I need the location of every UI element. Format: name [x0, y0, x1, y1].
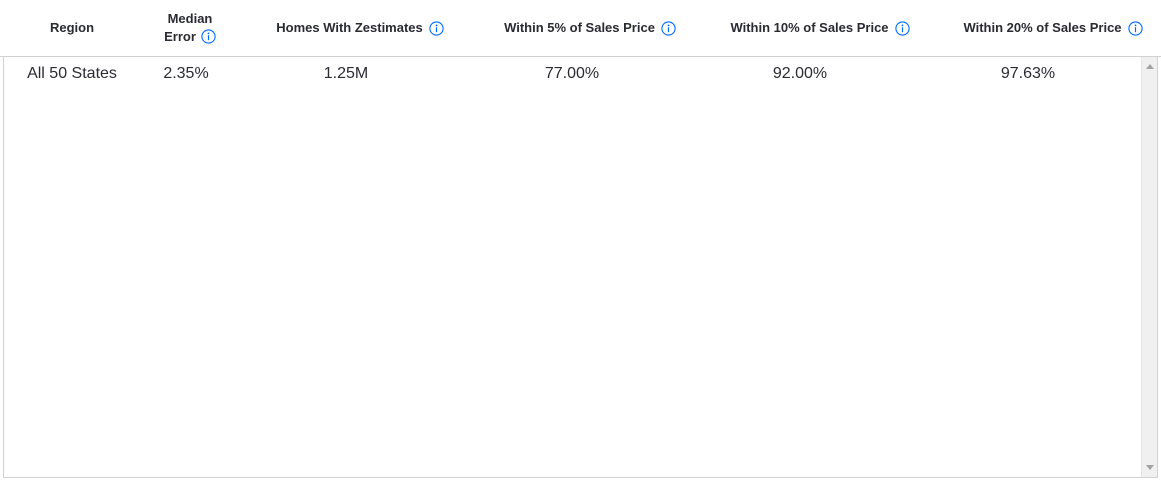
triangle-up-icon[interactable]: [1146, 64, 1154, 69]
info-icon[interactable]: [1127, 20, 1143, 36]
column-header-region: Region: [22, 0, 122, 56]
column-header-label: Homes With Zestimates: [276, 20, 423, 35]
table-header: Region Median Error Homes With Zestimate…: [0, 0, 1161, 57]
cell-median-error: 2.35%: [163, 65, 209, 82]
column-header-label: Within 20% of Sales Price: [963, 20, 1122, 35]
column-header-label: Within 5% of Sales Price: [504, 20, 655, 35]
column-header-homes-with-zestimates: Homes With Zestimates: [262, 0, 458, 56]
column-header-within-5-percent: Within 5% of Sales Price: [492, 0, 688, 56]
info-icon[interactable]: [201, 29, 216, 44]
vertical-scrollbar[interactable]: [1141, 57, 1157, 477]
column-header-within-10-percent: Within 10% of Sales Price: [718, 0, 922, 56]
table-row: All 50 States 2.35% 1.25M 77.00% 92.00% …: [4, 57, 1142, 93]
info-icon[interactable]: [894, 20, 910, 36]
column-header-label: Error: [164, 29, 196, 44]
cell-homes-with-zestimates: 1.25M: [323, 65, 369, 82]
triangle-down-icon[interactable]: [1146, 465, 1154, 470]
table-body: All 50 States 2.35% 1.25M 77.00% 92.00% …: [3, 57, 1158, 478]
cell-region: All 50 States: [27, 65, 117, 82]
cell-within-10-percent: 92.00%: [772, 65, 828, 82]
column-header-within-20-percent: Within 20% of Sales Price: [950, 0, 1156, 56]
column-header-label: Median: [167, 11, 213, 26]
cell-within-5-percent: 77.00%: [544, 65, 600, 82]
column-header-label: Region: [49, 20, 95, 35]
info-icon[interactable]: [429, 20, 444, 36]
cell-within-20-percent: 97.63%: [1000, 65, 1056, 82]
column-header-label: Within 10% of Sales Price: [730, 20, 889, 35]
column-header-median-error: Median Error: [150, 0, 230, 56]
info-icon[interactable]: [661, 20, 676, 36]
